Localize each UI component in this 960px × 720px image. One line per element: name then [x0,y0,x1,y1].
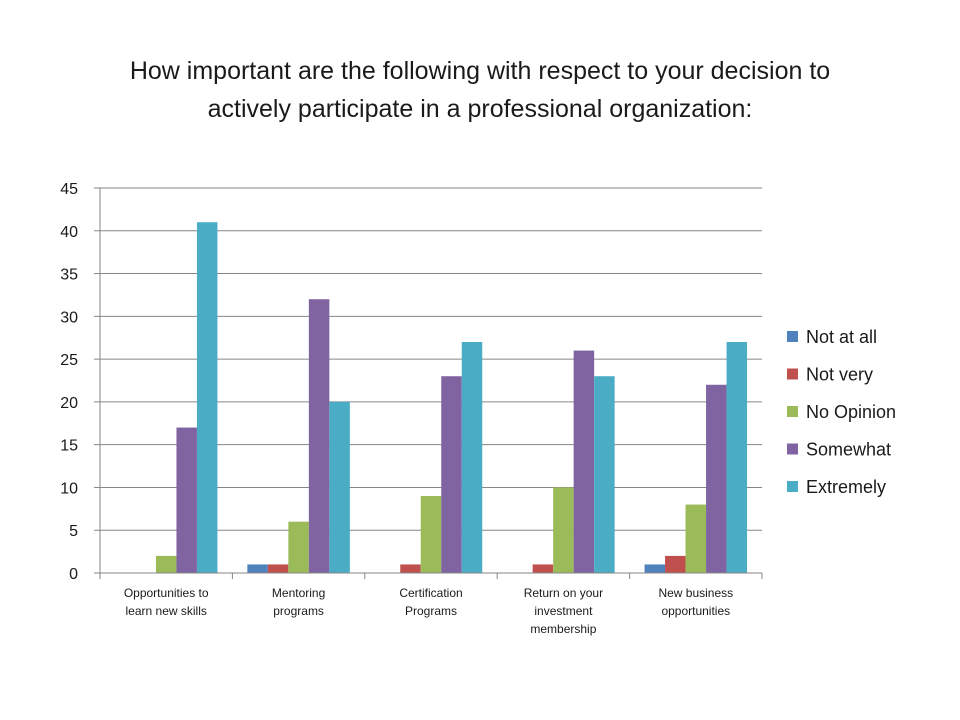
x-tick-label: New business opportunities [658,586,733,618]
bar-not-very [267,564,289,573]
legend-swatch [787,368,798,380]
y-tick-label: 0 [69,566,78,583]
legend-swatch [787,331,798,342]
legend-swatch [787,481,798,492]
bar-extremely [461,342,483,573]
y-tick-label: 40 [60,224,78,241]
bar-no-opinion [553,487,574,573]
legend-label: Somewhat [806,440,891,460]
legend-label: Not very [806,365,873,385]
bar-no-opinion [155,555,177,573]
axes [94,187,763,579]
bar-no-opinion [420,496,442,573]
chart-title-line-1: How important are the following with res… [129,57,831,85]
bar-extremely [726,342,748,573]
x-tick-label: Opportunities to learn new skills [124,586,209,618]
legend-swatch [787,406,798,417]
bar-no-opinion [288,521,309,573]
y-tick-label: 20 [60,395,78,412]
bar-not-very [532,564,554,573]
chart-title: How important are the following with res… [40,52,920,128]
bar-somewhat [176,427,197,573]
legend-swatch [787,443,798,455]
bar-somewhat [308,299,330,573]
y-tick-label: 5 [69,523,78,540]
y-tick-labels: 0 5 10 15 20 25 30 35 40 45 [60,181,78,583]
legend: Not at all Not very No Opinion Somewhat Extr… [787,327,896,497]
legend-label: Not at all [806,327,877,347]
bar-not-very [665,555,686,573]
y-tick-label: 15 [60,438,78,455]
bar-somewhat [441,376,462,573]
bar-no-opinion [685,504,707,573]
y-tick-label: 45 [60,181,78,198]
x-tick-label: Return on your investment membership [524,586,603,636]
x-tick-label: Mentoring programs [272,586,325,618]
legend-label: No Opinion [806,402,896,422]
y-tick-label: 30 [60,309,78,326]
y-tick-label: 25 [60,352,78,369]
bar-extremely [594,376,615,573]
legend-label: Extremely [806,477,886,497]
x-tick-labels: Opportunities to learn new skills Mentorin… [124,586,733,636]
bar-not-at-all [644,564,666,573]
y-tick-label: 35 [60,267,78,284]
bar-not-very [400,564,421,573]
bar-extremely [196,222,218,573]
bar-somewhat [573,350,595,573]
bar-somewhat [706,384,727,573]
x-tick-label: Certification Programs [399,586,462,618]
bar-not-at-all [247,564,268,573]
bars [155,222,748,573]
chart-title-line-2: actively participate in a professional o… [207,95,753,123]
bar-extremely [329,401,350,573]
y-tick-label: 10 [60,480,78,497]
